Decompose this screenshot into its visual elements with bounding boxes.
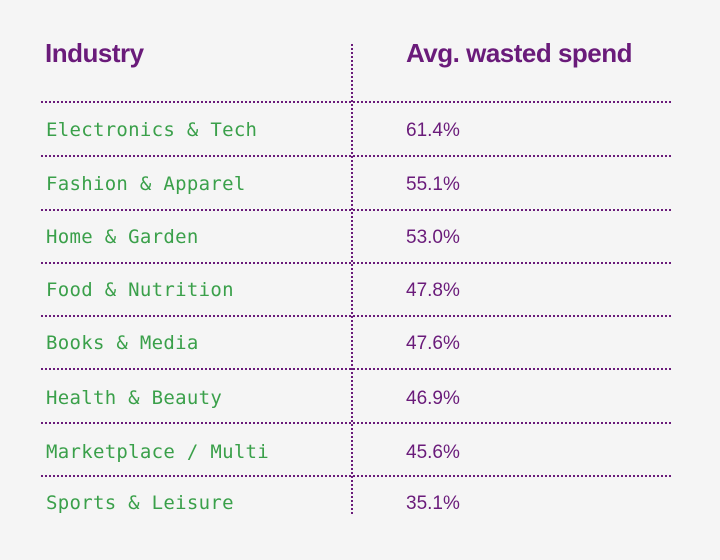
table-row: Home & Garden 53.0%	[0, 209, 720, 263]
industry-cell: Sports & Leisure	[46, 492, 234, 514]
table-row: Marketplace / Multi 45.6%	[0, 422, 720, 476]
industry-cell: Books & Media	[46, 332, 199, 354]
value-cell: 47.6%	[406, 333, 460, 354]
table-row: Books & Media 47.6%	[0, 315, 720, 369]
header-industry: Industry	[45, 38, 144, 68]
table-row: Electronics & Tech 61.4%	[0, 101, 720, 155]
value-cell: 35.1%	[406, 493, 460, 514]
row-separator	[41, 155, 671, 157]
table-row: Fashion & Apparel 55.1%	[0, 155, 720, 209]
value-cell: 46.9%	[406, 388, 460, 409]
value-cell: 55.1%	[406, 174, 460, 195]
value-cell: 45.6%	[406, 442, 460, 463]
table-row: Food & Nutrition 47.8%	[0, 262, 720, 316]
industry-cell: Fashion & Apparel	[46, 173, 246, 195]
row-separator	[41, 315, 671, 317]
industry-cell: Home & Garden	[46, 226, 199, 248]
row-separator	[41, 262, 671, 264]
value-cell: 61.4%	[406, 120, 460, 141]
row-separator	[41, 209, 671, 211]
value-cell: 53.0%	[406, 227, 460, 248]
row-separator	[41, 475, 671, 477]
column-divider	[351, 44, 353, 514]
table-header: Industry Avg. wasted spend	[0, 38, 720, 78]
industry-cell: Health & Beauty	[46, 387, 223, 409]
row-separator	[41, 101, 671, 103]
table-row: Sports & Leisure 35.1%	[0, 475, 720, 529]
row-separator	[41, 368, 671, 370]
row-separator	[41, 422, 671, 424]
table-row: Health & Beauty 46.9%	[0, 368, 720, 422]
value-cell: 47.8%	[406, 280, 460, 301]
header-avg-wasted-spend: Avg. wasted spend	[406, 38, 633, 68]
industry-cell: Food & Nutrition	[46, 279, 234, 301]
industry-cell: Marketplace / Multi	[46, 441, 270, 463]
industry-cell: Electronics & Tech	[46, 119, 258, 141]
